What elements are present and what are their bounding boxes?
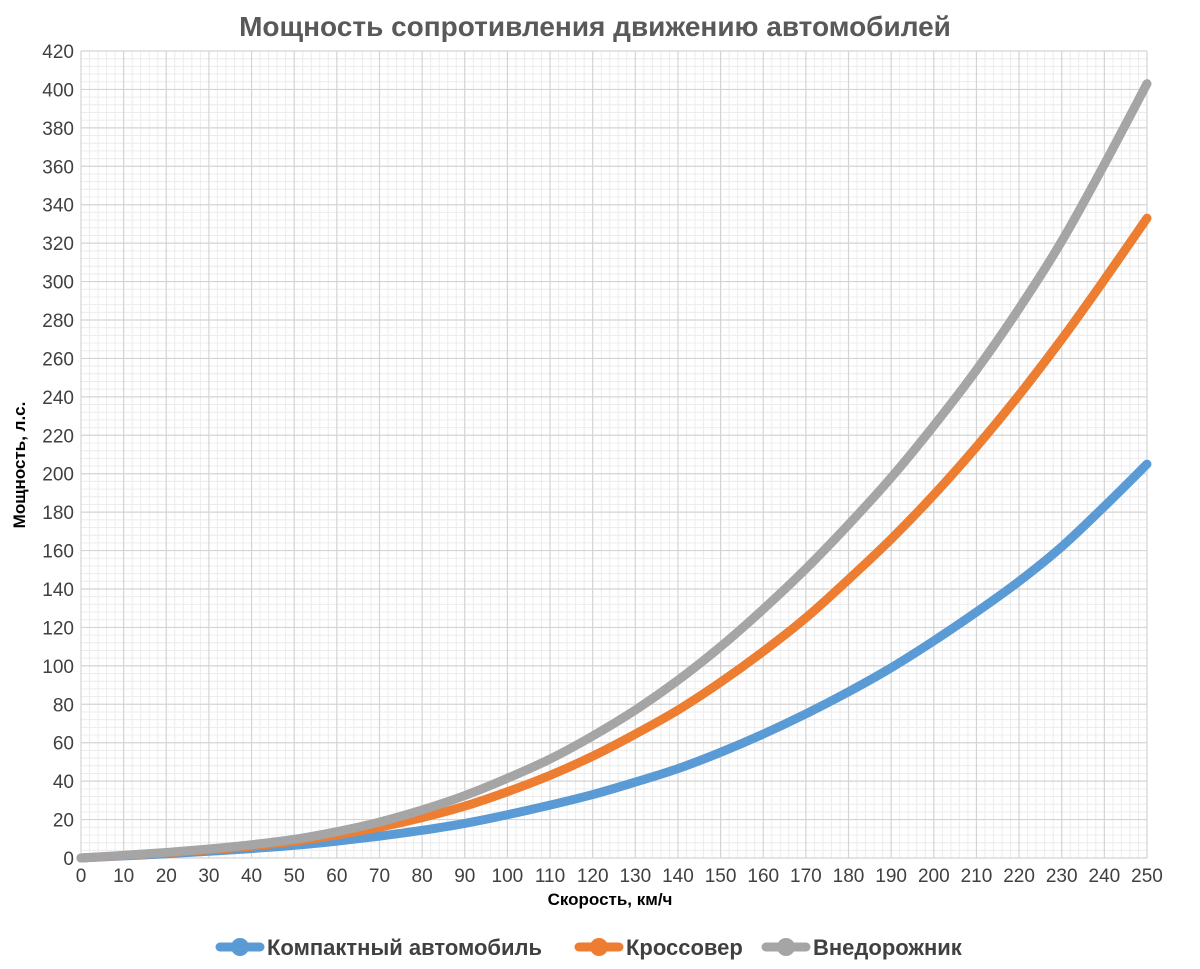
y-tick-label: 320 xyxy=(42,234,74,255)
x-tick-label: 160 xyxy=(747,866,779,887)
x-tick-label: 250 xyxy=(1131,866,1163,887)
y-tick-label: 240 xyxy=(42,388,74,409)
y-tick-label: 380 xyxy=(42,119,74,140)
y-tick-label: 400 xyxy=(42,80,74,101)
legend: Компактный автомобиль Кроссовер Внедорожни… xyxy=(215,935,963,960)
x-tick-label: 70 xyxy=(369,866,390,887)
series-line-1 xyxy=(76,459,1152,863)
series-lines xyxy=(76,79,1152,863)
x-tick-label: 10 xyxy=(113,866,134,887)
x-tick-label: 80 xyxy=(412,866,433,887)
y-tick-label: 60 xyxy=(53,734,74,755)
legend-marker-1 xyxy=(231,938,249,956)
legend-marker-2 xyxy=(590,938,608,956)
x-tick-label: 240 xyxy=(1089,866,1121,887)
y-tick-label: 0 xyxy=(63,849,74,870)
chart-title: Мощность сопротивления движению автомоби… xyxy=(239,11,951,42)
y-tick-label: 360 xyxy=(42,157,74,178)
x-tick-label: 140 xyxy=(662,866,694,887)
x-tick-label: 90 xyxy=(454,866,475,887)
series-line-3 xyxy=(76,79,1152,863)
y-tick-label: 160 xyxy=(42,542,74,563)
x-tick-label: 190 xyxy=(875,866,907,887)
x-tick-label: 50 xyxy=(284,866,305,887)
y-tick-label: 340 xyxy=(42,196,74,217)
x-axis-label: Скорость, км/ч xyxy=(548,890,673,909)
y-axis-label: Мощность, л.с. xyxy=(10,402,29,529)
x-tick-label: 210 xyxy=(961,866,993,887)
x-tick-label: 200 xyxy=(918,866,950,887)
x-tick-label: 30 xyxy=(198,866,219,887)
x-tick-label: 60 xyxy=(326,866,347,887)
x-tick-label: 170 xyxy=(790,866,822,887)
y-tick-label: 80 xyxy=(53,695,74,716)
y-tick-label: 140 xyxy=(42,580,74,601)
x-tick-label: 20 xyxy=(156,866,177,887)
legend-label-1: Компактный автомобиль xyxy=(267,935,542,960)
y-tick-label: 300 xyxy=(42,273,74,294)
y-tick-label: 220 xyxy=(42,426,74,447)
series-line-2 xyxy=(76,213,1152,863)
x-tick-label: 0 xyxy=(76,866,87,887)
legend-marker-3 xyxy=(777,938,795,956)
y-tick-label: 20 xyxy=(53,811,74,832)
x-tick-label: 150 xyxy=(705,866,737,887)
major-gridlines xyxy=(80,50,1148,859)
x-axis-ticks: 0 10 20 30 40 50 60 70 80 90 100 110 120 130 140 150 160… xyxy=(76,866,1163,887)
minor-gridlines xyxy=(81,51,1147,858)
x-tick-label: 230 xyxy=(1046,866,1078,887)
legend-label-2: Кроссовер xyxy=(626,935,743,960)
x-tick-label: 110 xyxy=(535,866,565,887)
x-tick-label: 130 xyxy=(619,866,651,887)
legend-label-3: Внедорожник xyxy=(813,935,963,960)
x-tick-label: 40 xyxy=(241,866,262,887)
y-tick-label: 280 xyxy=(42,311,74,332)
x-tick-label: 180 xyxy=(833,866,865,887)
y-tick-label: 120 xyxy=(42,618,74,639)
x-tick-label: 120 xyxy=(577,866,609,887)
y-tick-label: 260 xyxy=(42,349,74,370)
x-tick-label: 220 xyxy=(1003,866,1035,887)
y-axis-ticks: 0 20 40 60 80 100 120 140 160 180 200 220 240 260 280 3… xyxy=(42,42,74,870)
y-tick-label: 420 xyxy=(42,42,74,63)
x-tick-label: 100 xyxy=(492,866,524,887)
y-tick-label: 100 xyxy=(42,657,74,678)
y-tick-label: 40 xyxy=(53,772,74,793)
y-tick-label: 180 xyxy=(42,503,74,524)
y-tick-label: 200 xyxy=(42,465,74,486)
